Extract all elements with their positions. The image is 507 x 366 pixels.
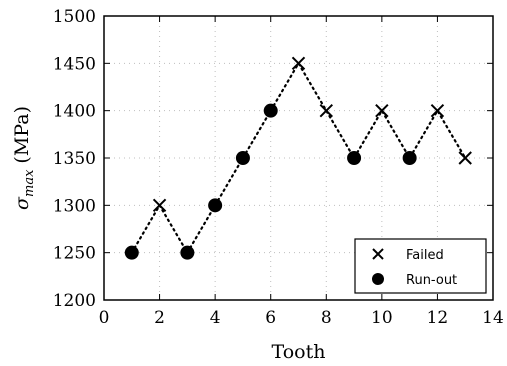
y-tick-label: 1400 (53, 102, 96, 122)
y-axis-subscript: max (22, 169, 37, 197)
y-tick-label: 1250 (53, 244, 96, 264)
run-out-point (124, 245, 139, 260)
y-tick-label: 1450 (53, 54, 96, 74)
data-markers (124, 56, 472, 260)
y-axis-unit: (MPa) (11, 106, 33, 164)
x-tick-label: 12 (427, 308, 449, 328)
failed-point (430, 103, 445, 118)
legend-label-run-out: Run-out (406, 273, 457, 288)
x-tick-label: 10 (371, 308, 393, 328)
run-out-point (347, 151, 362, 165)
failed-point (319, 103, 333, 118)
legend: Failed Run-out (354, 238, 487, 294)
x-marker-stroke (152, 198, 167, 213)
failed-point (375, 103, 389, 118)
legend-label-failed: Failed (406, 248, 444, 263)
x-tick-label: 2 (154, 308, 165, 328)
x-tick-label: 6 (265, 308, 276, 328)
x-marker-stroke (291, 56, 306, 71)
legend-marker-run-out (372, 273, 384, 285)
y-tick-label: 1500 (53, 7, 96, 27)
run-out-point (208, 198, 223, 213)
x-marker-stroke (430, 103, 445, 118)
failed-point (458, 151, 472, 165)
failed-point (291, 56, 306, 71)
x-tick-label: 0 (99, 308, 110, 328)
run-out-point (180, 245, 195, 260)
tick-labels: 0 2 4 6 8 10 12 14 1200 1250 1300 1350 1400 1450 1500 (53, 7, 504, 328)
run-out-point (402, 151, 417, 165)
x-tick-label: 4 (210, 308, 221, 328)
y-tick-label: 1200 (53, 291, 96, 311)
run-out-point (235, 151, 250, 165)
x-marker-stroke (458, 151, 472, 165)
failed-point (152, 198, 167, 213)
x-axis-title: Tooth (272, 341, 326, 363)
axis-ticks (103, 15, 494, 301)
x-tick-label: 14 (482, 308, 504, 328)
y-axis-title: σmax (MPa) (11, 106, 37, 210)
legend-marker-failed (372, 248, 384, 260)
y-axis-symbol: σ (11, 196, 33, 210)
y-tick-label: 1350 (53, 149, 96, 169)
x-marker-stroke (372, 248, 384, 260)
x-marker-stroke (319, 103, 333, 118)
run-out-point (263, 103, 278, 118)
x-marker-stroke (375, 103, 389, 118)
y-tick-label: 1300 (53, 196, 96, 216)
x-tick-label: 8 (321, 308, 332, 328)
